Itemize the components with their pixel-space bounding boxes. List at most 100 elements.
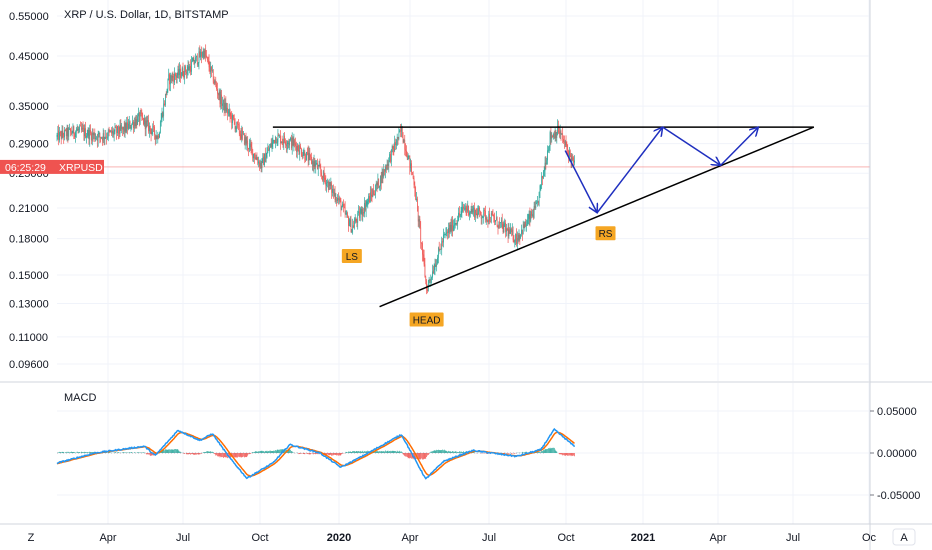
candle-body (390, 149, 392, 162)
candle-body (356, 221, 358, 223)
candle-body (315, 163, 317, 167)
candle-body (539, 185, 541, 192)
candle-body (265, 157, 267, 163)
candle-body (307, 152, 309, 161)
candle-body (471, 209, 473, 213)
candle-body (499, 221, 501, 223)
candle-body (193, 58, 195, 64)
candle-body (302, 154, 304, 157)
candle-body (407, 155, 409, 160)
rising-trendline (379, 126, 815, 308)
candle-body (107, 130, 109, 138)
candle-body (174, 73, 175, 83)
candle-body (207, 57, 209, 61)
candle-body (221, 94, 222, 106)
candle-body (482, 216, 484, 218)
candle-body (511, 229, 513, 233)
candle-body (88, 129, 90, 140)
macd-line (56, 427, 576, 480)
candle-body (75, 131, 76, 138)
candle-body (152, 126, 154, 132)
candle-body (264, 153, 266, 163)
candle-body (218, 91, 220, 96)
candle-body (56, 134, 58, 137)
x-tick-label: Oc (862, 532, 877, 544)
candle-body (345, 213, 347, 215)
candle-body (280, 135, 281, 144)
candle-body (453, 225, 454, 231)
candle-body (293, 140, 295, 146)
candle-body (479, 207, 480, 212)
candle-body (348, 217, 349, 226)
candle-body (422, 243, 423, 255)
candle-body (466, 209, 468, 211)
candle-body (557, 125, 558, 135)
candle-body (517, 238, 519, 241)
candle-body (326, 182, 327, 186)
candle-body (366, 201, 368, 205)
candle-body (93, 133, 95, 136)
candle-body (449, 224, 451, 233)
candle-body (69, 128, 70, 130)
candle-body (496, 217, 498, 227)
candle-body (322, 175, 323, 181)
candle-body (256, 157, 258, 161)
candle-body (85, 128, 86, 138)
candle-body (102, 137, 103, 141)
candle-body (362, 212, 364, 216)
candle-body (446, 231, 448, 233)
candle-body (200, 51, 201, 58)
candle-body (125, 123, 127, 132)
candle-body (390, 154, 391, 162)
candle-body (436, 263, 438, 267)
candle-body (540, 184, 542, 186)
candle-body (518, 235, 520, 241)
x-tick-label: Apr (99, 532, 116, 544)
candle-body (291, 137, 293, 149)
candle-body (438, 247, 440, 249)
timezone-button[interactable]: Z (28, 532, 35, 544)
candle-body (416, 198, 417, 200)
candle-body (237, 121, 238, 125)
candle-body (126, 122, 128, 132)
candle-body (459, 212, 460, 216)
candle-body (323, 171, 325, 178)
auto-scale-button[interactable]: A (892, 528, 916, 546)
candle-body (559, 131, 561, 134)
candle-body (565, 141, 567, 146)
candle-body (67, 127, 69, 137)
candle-body (170, 75, 171, 85)
candle-body (485, 217, 487, 220)
candle-body (109, 131, 111, 133)
candle-body (110, 130, 112, 132)
candle-body (480, 211, 481, 215)
candle-body (364, 203, 366, 211)
x-tick-label: Apr (709, 532, 726, 544)
annotation-head: HEAD (413, 316, 441, 327)
candle-body (108, 130, 110, 132)
macd-y-tick-label: -0.05000 (877, 490, 920, 502)
candle-body (201, 55, 203, 57)
candle-body (371, 194, 373, 197)
candle-body (310, 154, 312, 157)
candle-body (412, 173, 414, 179)
candle-body (325, 179, 327, 186)
candle-body (338, 198, 339, 201)
candle-body (137, 116, 138, 125)
candle-body (395, 142, 396, 146)
candle-body (278, 134, 280, 136)
candle-body (257, 160, 259, 164)
candle-body (573, 157, 574, 163)
candle-body (564, 141, 566, 143)
candle-body (213, 82, 215, 84)
candle-body (458, 212, 459, 221)
candle-body (138, 113, 139, 117)
candle-body (229, 109, 231, 116)
candle-body (117, 126, 119, 133)
candle-body (322, 171, 324, 181)
candle-body (432, 271, 433, 278)
candle-body (314, 161, 316, 167)
auto-scale-button-box (892, 528, 916, 546)
candle-body (71, 133, 73, 135)
candle-body (385, 166, 386, 172)
